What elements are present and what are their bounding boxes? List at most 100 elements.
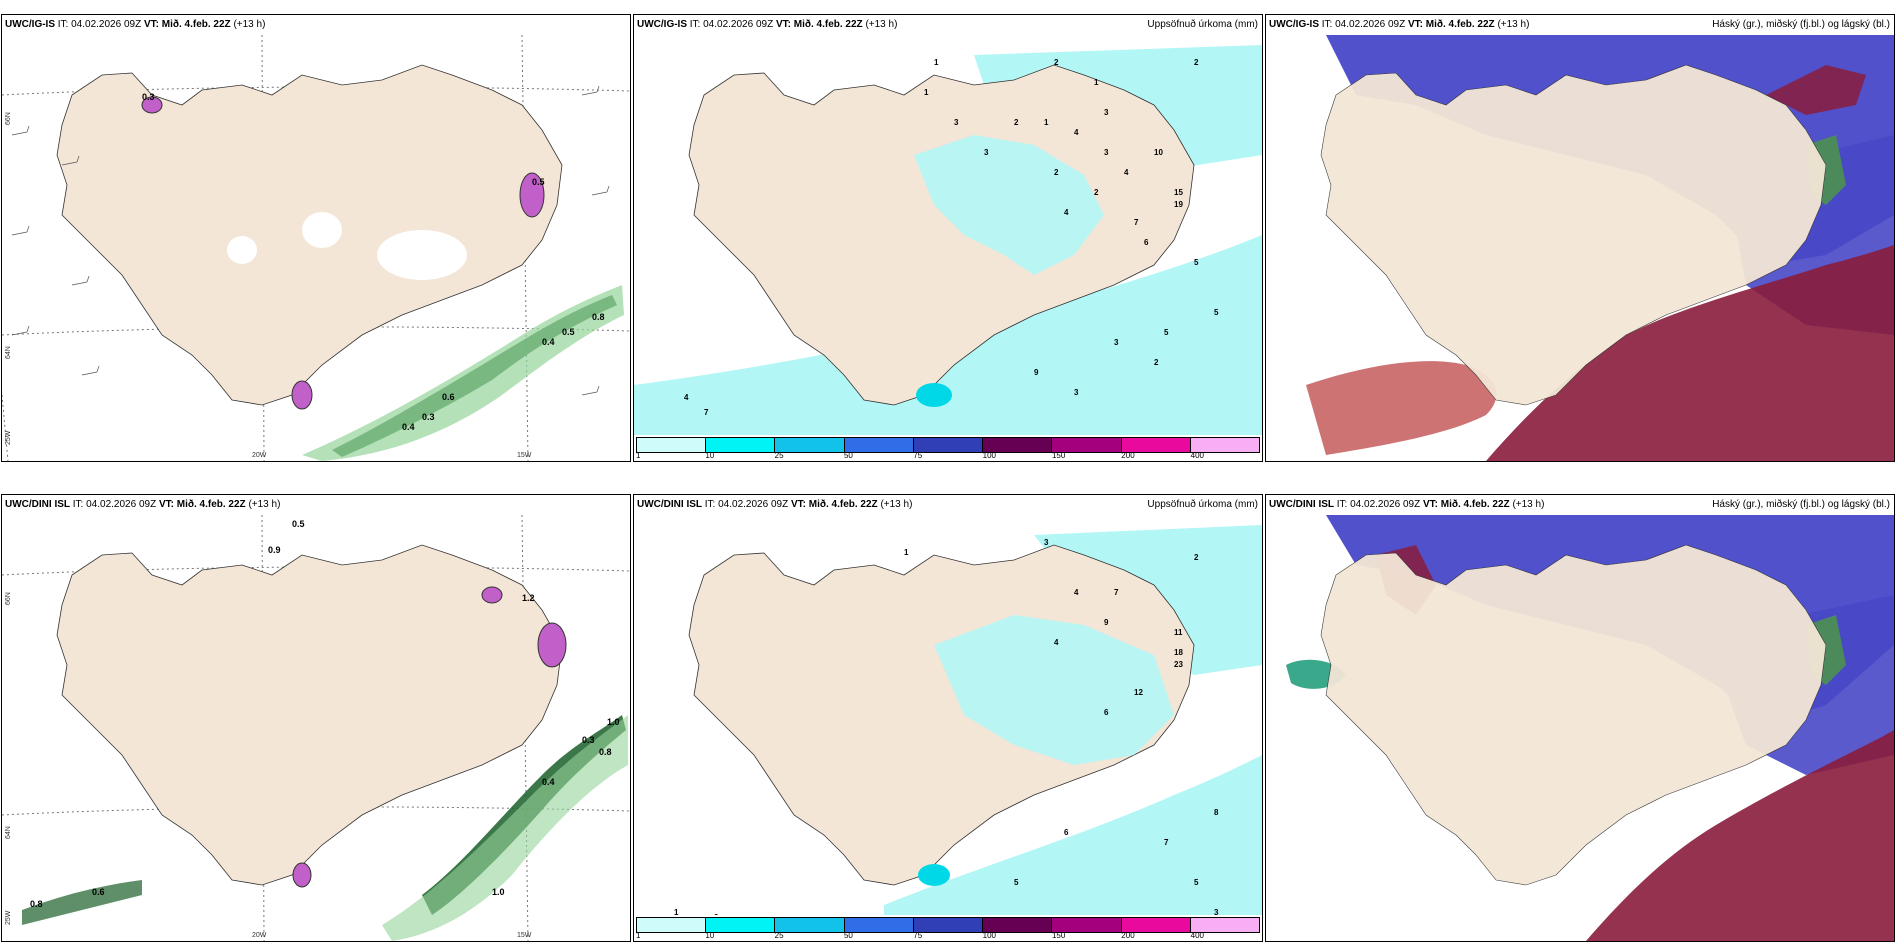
lon-label: 25W	[5, 910, 12, 925]
panel-dini-cloud: UWC/DINI ISL IT: 04.02.2026 09Z VT: Mið.…	[1265, 494, 1895, 942]
precip-value: 2	[1094, 188, 1099, 197]
precip-value: 4	[1064, 208, 1069, 217]
precip-label: 1.0	[492, 887, 505, 897]
wind-map: 0.5 0.9 1.2 1.0 0.8 0.3 0.4 1.0 0.6 0.8	[2, 515, 630, 941]
precip-label: 0.3	[142, 92, 155, 102]
precip-value: 12	[1134, 688, 1143, 697]
precip-label: 0.6	[442, 392, 455, 402]
scale-swatch	[913, 438, 984, 452]
precip-value: 5	[1194, 878, 1199, 887]
scale-swatch	[637, 438, 707, 452]
precip-value: 1	[934, 58, 939, 67]
scale-swatch	[775, 438, 845, 452]
precip-label: 0.8	[30, 899, 43, 909]
scale-swatch	[844, 438, 914, 452]
precip-value: 1	[674, 908, 679, 917]
precip-value: 6	[1144, 238, 1149, 247]
precip-color-scale: 1 10 25 50 75 100 150 200 400	[634, 915, 1262, 941]
scale-swatch	[844, 918, 914, 932]
panel-title: Háský (gr.), miðský (fj.bl.) og lágský (…	[1712, 499, 1890, 510]
precip-value: 6	[1104, 708, 1109, 717]
scale-swatch	[1052, 438, 1122, 452]
panel-title: Háský (gr.), miðský (fj.bl.) og lágský (…	[1712, 19, 1890, 30]
precip-label: 0.5	[562, 327, 575, 337]
precip-label: 0.3	[422, 412, 435, 422]
panel-dini-precip: UWC/DINI ISL IT: 04.02.2026 09Z VT: Mið.…	[633, 494, 1263, 942]
precip-label: 0.4	[542, 337, 555, 347]
precip-value: 4	[1074, 588, 1079, 597]
cloud-map	[1306, 35, 1894, 461]
scale-swatch	[1190, 918, 1259, 932]
panel-igis-precip: UWC/IG-IS IT: 04.02.2026 09Z VT: Mið. 4.…	[633, 14, 1263, 462]
precip-map: 1 2 1 2 1 3 3 2 1 3 4 2 3 4 2 4 10 15 19…	[634, 45, 1262, 461]
panel-title: Uppsöfnuð úrkoma (mm)	[1147, 499, 1258, 510]
lat-label: 64N	[5, 826, 12, 839]
precip-value: 4	[1074, 128, 1079, 137]
precip-value: 18	[1174, 648, 1183, 657]
precip-label: 0.8	[599, 747, 612, 757]
precip-value: 23	[1174, 660, 1183, 669]
precip-value: 7	[1134, 218, 1139, 227]
panel-header: UWC/DINI ISL IT: 04.02.2026 09Z VT: Mið.…	[1266, 495, 1894, 515]
precip-value: 3	[1044, 538, 1049, 547]
panel-header: UWC/DINI ISL IT: 04.02.2026 09Z VT: Mið.…	[2, 495, 630, 515]
scale-swatch	[706, 438, 776, 452]
precip-value: 2	[1154, 358, 1159, 367]
scale-swatch	[913, 918, 984, 932]
precip-label: 0.4	[402, 422, 415, 432]
precip-label: 0.8	[592, 312, 605, 322]
precip-value: 5	[1164, 328, 1169, 337]
precip-value: 1	[924, 88, 929, 97]
precip-value: 7	[1114, 588, 1119, 597]
panel-header: UWC/IG-IS IT: 04.02.2026 09Z VT: Mið. 4.…	[1266, 15, 1894, 35]
scale-swatch	[1052, 918, 1122, 932]
precip-value: 2	[1014, 118, 1019, 127]
precip-value: 5	[1194, 258, 1199, 267]
precip-value: 4	[1054, 638, 1059, 647]
precip-value: 4	[1124, 168, 1129, 177]
precip-value: 19	[1174, 200, 1183, 209]
panel-header: UWC/IG-IS IT: 04.02.2026 09Z VT: Mið. 4.…	[2, 15, 630, 35]
scale-swatch	[775, 918, 845, 932]
precip-value: 3	[1214, 908, 1219, 917]
panel-igis-cloud: UWC/IG-IS IT: 04.02.2026 09Z VT: Mið. 4.…	[1265, 14, 1895, 462]
lon-label: 15W	[517, 452, 532, 459]
precip-value: 7	[704, 408, 709, 417]
precip-value: 6	[1064, 828, 1069, 837]
panel-header: UWC/DINI ISL IT: 04.02.2026 09Z VT: Mið.…	[634, 495, 1262, 515]
precip-value: 3	[1104, 108, 1109, 117]
lon-label: 20W	[252, 452, 267, 459]
precip-value: 8	[1214, 808, 1219, 817]
precip-label: 0.6	[92, 887, 105, 897]
precip-value: 5	[1214, 308, 1219, 317]
precip-label: 0.4	[542, 777, 555, 787]
precip-map: 3 1 2 4 7 9 11 18 23 12 6 8 7 5 3 1 2 4 …	[674, 525, 1262, 941]
precip-value: 2	[1194, 553, 1199, 562]
precip-value: 15	[1174, 188, 1183, 197]
scale-swatch	[983, 438, 1053, 452]
precip-value: 1	[904, 548, 909, 557]
precip-value: 3	[1104, 148, 1109, 157]
precip-value: 3	[984, 148, 989, 157]
lon-label: 25W	[5, 430, 12, 445]
precip-value: 3	[1114, 338, 1119, 347]
lat-label: 64N	[5, 346, 12, 359]
scale-swatch	[637, 918, 707, 932]
panel-dini-wind: UWC/DINI ISL IT: 04.02.2026 09Z VT: Mið.…	[1, 494, 631, 942]
precip-value: 2	[1194, 58, 1199, 67]
precip-value: 2	[1054, 168, 1059, 177]
precip-value: 4	[684, 393, 689, 402]
precip-label: 1.2	[522, 593, 535, 603]
precip-value: 11	[1174, 628, 1183, 637]
precip-value: 3	[954, 118, 959, 127]
panel-title: Uppsöfnuð úrkoma (mm)	[1147, 19, 1258, 30]
precip-value: 2	[1054, 58, 1059, 67]
lat-label: 66N	[5, 112, 12, 125]
scale-swatch	[983, 918, 1053, 932]
precip-label: 1.0	[607, 717, 620, 727]
lon-label: 20W	[252, 932, 267, 939]
scale-swatch	[1190, 438, 1259, 452]
cloud-map	[1286, 515, 1894, 941]
panel-igis-wind: UWC/IG-IS IT: 04.02.2026 09Z VT: Mið. 4.…	[1, 14, 631, 462]
lat-label: 66N	[5, 592, 12, 605]
